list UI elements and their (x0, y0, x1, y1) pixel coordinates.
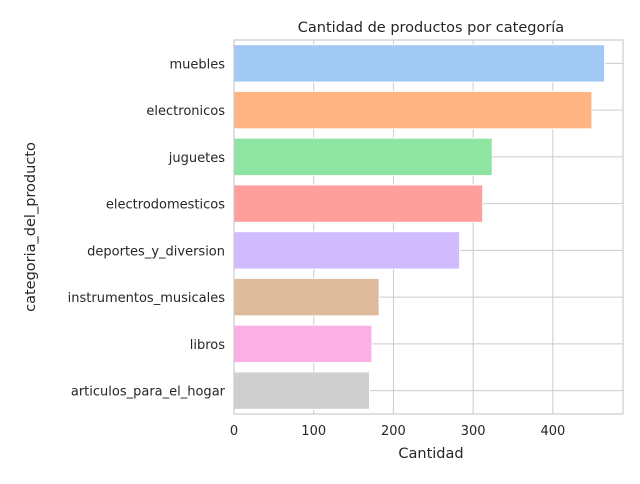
y-tick-label: electronicos (146, 104, 225, 119)
bar-deportes_y_diversion (233, 231, 461, 270)
bar-electronicos (233, 90, 593, 130)
axes-frame (233, 39, 624, 415)
y-axis-label: categoria_del_producto (23, 142, 39, 312)
bar-juguetes (233, 137, 493, 177)
bar-articulos_para_el_hogar (233, 371, 371, 410)
y-tick-label: muebles (169, 57, 225, 72)
tick-labels: 0 100 200 300 400 muebles electronicos juguetes… (68, 57, 566, 439)
x-tick-label: 300 (461, 424, 486, 439)
bar-libros (233, 324, 373, 364)
bar-electrodomesticos (233, 184, 484, 223)
y-tick-label: articulos_para_el_hogar (71, 385, 226, 400)
bar-muebles (233, 44, 606, 83)
bar-instrumentos_musicales (233, 277, 380, 317)
y-tick-label: instrumentos_musicales (68, 291, 226, 306)
y-tick-label: electrodomesticos (106, 198, 225, 213)
chart-title: Cantidad de productos por categoría (298, 20, 564, 36)
y-tick-label: juguetes (168, 151, 225, 166)
x-tick-label: 400 (540, 424, 565, 439)
x-tick-label: 100 (301, 424, 326, 439)
plot-frame (233, 39, 624, 415)
bars (233, 44, 606, 410)
x-tick-label: 0 (230, 424, 238, 439)
x-tick-label: 200 (381, 424, 406, 439)
y-tick-label: deportes_y_diversion (87, 244, 225, 259)
x-axis-label: Cantidad (398, 446, 463, 462)
y-tick-label: libros (190, 338, 225, 353)
